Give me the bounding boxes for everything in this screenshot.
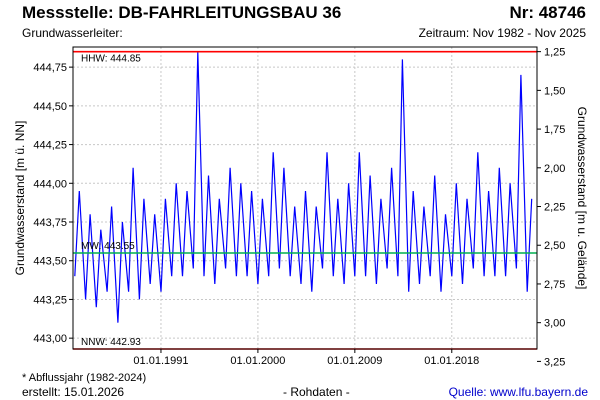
station-title: Messstelle: DB-FAHRLEITUNGSBAU 36 bbox=[22, 3, 342, 22]
y-axis-title-left: Grundwasserstand [m ü. NN] bbox=[13, 121, 27, 276]
chart-grid bbox=[73, 47, 537, 349]
series-line bbox=[74, 51, 533, 323]
y-tick-label-right: 1,25 bbox=[544, 47, 565, 59]
y-tick-label-right: 2,00 bbox=[544, 163, 565, 175]
y-tick-label-right: 1,50 bbox=[544, 85, 565, 97]
y-tick-label-right: 2,75 bbox=[544, 279, 565, 291]
footnote: * Abflussjahr (1982-2024) bbox=[22, 372, 147, 384]
y-tick-label: 443,25 bbox=[33, 294, 67, 306]
reference-line-label: HHW: 444.85 bbox=[81, 54, 141, 65]
y-tick-label-right: 1,75 bbox=[544, 124, 565, 136]
created-date: erstellt: 15.01.2026 bbox=[22, 385, 125, 399]
y-tick-label: 444,00 bbox=[33, 178, 67, 190]
y-tick-label: 443,00 bbox=[33, 333, 67, 345]
x-tick-label: 01.01.2009 bbox=[327, 355, 382, 367]
reference-line-label: MW: 443.55 bbox=[81, 241, 135, 252]
y-tick-label: 443,75 bbox=[33, 217, 67, 229]
x-tick-label: 01.01.2018 bbox=[424, 355, 479, 367]
y-tick-label-right: 2,50 bbox=[544, 240, 565, 252]
x-tick-label: 01.01.2000 bbox=[230, 355, 285, 367]
y-tick-label-right: 3,00 bbox=[544, 318, 565, 330]
y-tick-label: 444,50 bbox=[33, 101, 67, 113]
data-type-label: - Rohdaten - bbox=[283, 385, 350, 399]
x-tick-label: 01.01.1991 bbox=[133, 355, 188, 367]
y-tick-label-right: 3,25 bbox=[544, 356, 565, 368]
y-tick-label: 443,50 bbox=[33, 256, 67, 268]
y-tick-label-right: 2,25 bbox=[544, 202, 565, 214]
aquifer-label: Grundwasserleiter: bbox=[22, 26, 123, 40]
y-axis-title-right: Grundwasserstand [m u. Gelände] bbox=[575, 107, 589, 290]
tick-layer: 443,00 443,25 443,50 443,75 444,00 444,25 444,… bbox=[33, 47, 565, 369]
station-number: Nr: 48746 bbox=[509, 3, 586, 22]
reference-line-label: NNW: 442.93 bbox=[81, 337, 141, 348]
plot-frame bbox=[72, 46, 538, 350]
y-tick-label: 444,25 bbox=[33, 140, 67, 152]
y-tick-label: 444,75 bbox=[33, 62, 67, 74]
period-label: Zeitraum: Nov 1982 - Nov 2025 bbox=[418, 26, 586, 40]
source-link[interactable]: Quelle: www.lfu.bayern.de bbox=[448, 385, 588, 399]
